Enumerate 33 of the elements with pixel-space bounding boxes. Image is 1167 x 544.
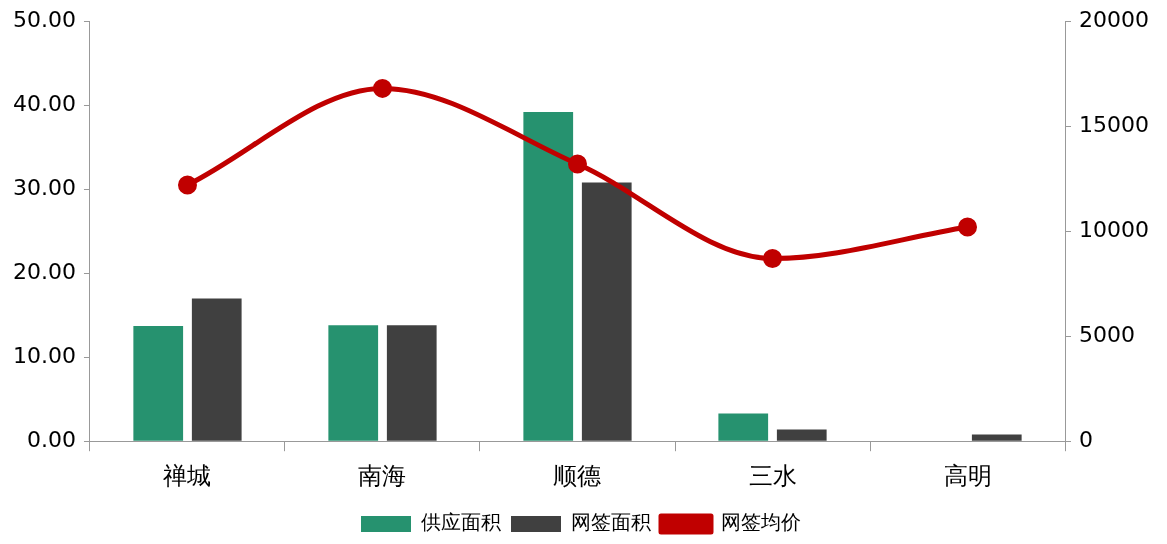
y2-tick-label: 5000 <box>1079 321 1136 347</box>
y2-tick-label: 15000 <box>1079 111 1150 137</box>
point <box>763 249 783 268</box>
y-tick-label: 0.00 <box>27 426 76 452</box>
bar <box>133 326 184 441</box>
legend-label: 供应面积 <box>421 510 501 535</box>
point <box>568 154 587 174</box>
bar <box>386 325 437 441</box>
x-tick-label: 禅城 <box>163 461 212 490</box>
x-tick-label: 南海 <box>358 461 407 490</box>
legend-label: 网签均价 <box>721 510 801 535</box>
y2-tick-label: 10000 <box>1079 216 1150 242</box>
point <box>177 175 197 195</box>
legend-label: 网签面积 <box>571 510 651 535</box>
bar <box>328 325 379 441</box>
bar <box>971 434 1022 441</box>
point <box>372 78 392 98</box>
x-tick-label: 三水 <box>748 461 797 490</box>
point <box>958 217 978 237</box>
y-tick-label: 20.00 <box>13 258 76 284</box>
bar <box>581 182 632 441</box>
x-tick-label: 高明 <box>943 461 992 490</box>
bar <box>191 298 242 441</box>
y-tick-label: 30.00 <box>13 174 76 200</box>
bar <box>718 413 769 441</box>
y2-tick-label: 0 <box>1079 426 1094 452</box>
bar <box>776 429 827 441</box>
y2-tick-label: 20000 <box>1079 6 1150 32</box>
y-tick-label: 40.00 <box>13 90 76 116</box>
y-tick-label: 50.00 <box>13 6 76 32</box>
bar <box>523 111 574 441</box>
x-tick-label: 顺德 <box>553 461 602 490</box>
y-tick-label: 10.00 <box>13 342 76 368</box>
